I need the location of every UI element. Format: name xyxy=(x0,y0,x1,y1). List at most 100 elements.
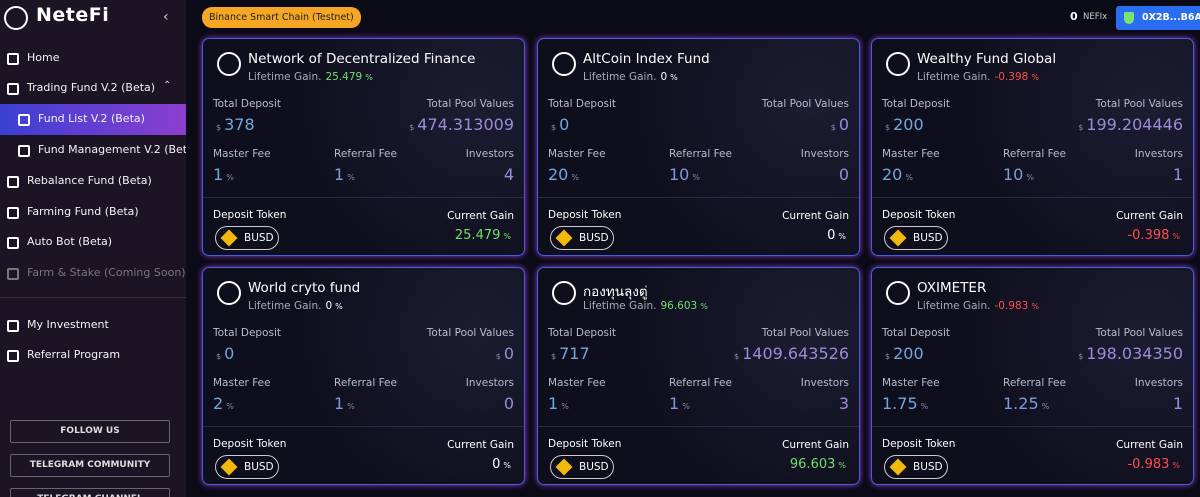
deposit-token-label: Deposit Token xyxy=(548,209,622,221)
current-gain-label: Current Gain xyxy=(1116,210,1183,222)
menu-icon xyxy=(7,320,19,332)
menu-item[interactable]: Trading Fund V.2 (Beta) xyxy=(27,81,156,94)
divider xyxy=(0,297,186,298)
lifetime-label: Lifetime Gain. xyxy=(248,71,322,83)
referral-fee-label: Referral Fee xyxy=(1003,148,1066,160)
menu-item[interactable]: Farm & Stake (Coming Soon) xyxy=(27,266,186,279)
value: 474.313009 xyxy=(417,115,514,134)
investors-label: Investors xyxy=(1134,377,1183,389)
menu-item[interactable]: Fund Management V.2 (Beta) xyxy=(38,143,186,156)
lifetime-label: Lifetime Gain. xyxy=(917,71,991,83)
menu-icon xyxy=(7,237,19,249)
menu-item[interactable]: Referral Program xyxy=(27,348,121,361)
fund-card[interactable]: World cryto fund Lifetime Gain. 0% Total De… xyxy=(202,267,525,485)
menu-icon xyxy=(7,83,19,95)
master-fee-label: Master Fee xyxy=(548,377,606,389)
fund-card[interactable]: AltCoin Index Fund Lifetime Gain. 0% Total … xyxy=(537,38,860,256)
total-pool-values-label: Total Pool Values xyxy=(426,98,514,110)
referral-fee-label: Referral Fee xyxy=(1003,377,1066,389)
value: 20 xyxy=(882,165,903,184)
divider xyxy=(538,426,859,427)
wallet-button[interactable]: 0X2B...B6A0 xyxy=(1116,6,1200,30)
currency: $ xyxy=(885,352,891,361)
token-pill: BUSD xyxy=(215,455,279,479)
fund-card[interactable]: Wealthy Fund Global Lifetime Gain. -0.398%… xyxy=(871,38,1194,256)
value: 1 xyxy=(213,165,224,184)
currency: $ xyxy=(551,123,557,132)
shield-icon xyxy=(1124,12,1134,24)
fund-icon xyxy=(886,52,910,76)
menu-item[interactable]: Fund List V.2 (Beta) xyxy=(38,112,145,125)
lifetime-gain: Lifetime Gain. 25.479% xyxy=(248,71,376,83)
investors-label: Investors xyxy=(800,148,849,160)
master-fee-value: 1% xyxy=(213,165,237,184)
value: 0 xyxy=(838,165,849,184)
fund-icon xyxy=(552,281,576,305)
balance: 0 xyxy=(1070,10,1078,23)
percent: % xyxy=(1026,173,1034,182)
currency: $ xyxy=(1078,352,1084,361)
referral-fee-label: Referral Fee xyxy=(669,148,732,160)
menu-item[interactable]: My Investment xyxy=(27,318,109,331)
master-fee-label: Master Fee xyxy=(882,148,940,160)
current-gain-value: 0% xyxy=(492,457,514,472)
fund-name: กองทุนลุงตู่ xyxy=(583,284,648,300)
value: 1 xyxy=(1172,394,1183,413)
token-pill: BUSD xyxy=(884,455,948,479)
referral-fee-value: 1.25% xyxy=(1003,394,1052,413)
percent: % xyxy=(1031,302,1039,311)
network-badge[interactable]: Binance Smart Chain (Testnet) xyxy=(202,7,361,28)
current-gain-label: Current Gain xyxy=(782,439,849,451)
fund-card[interactable]: Network of Decentralized Finance Lifetime… xyxy=(202,38,525,256)
menu-icon xyxy=(18,114,30,126)
social-button[interactable]: FOLLOW US xyxy=(10,420,170,443)
percent: % xyxy=(1172,461,1180,470)
value: 0 xyxy=(492,457,501,472)
menu-item[interactable]: Farming Fund (Beta) xyxy=(27,205,139,218)
total-pool-values-label: Total Pool Values xyxy=(761,98,849,110)
total-deposit-value: $0 xyxy=(213,344,234,363)
percent: % xyxy=(571,173,579,182)
token-pill: BUSD xyxy=(550,455,614,479)
percent: % xyxy=(1172,232,1180,241)
social-button[interactable]: TELEGRAM COMMUNITY xyxy=(10,454,170,477)
menu-item[interactable]: Auto Bot (Beta) xyxy=(27,235,113,248)
main: Binance Smart Chain (Testnet) 0 NEFIx 0X… xyxy=(186,0,1200,497)
value: 1409.643526 xyxy=(742,344,849,363)
social-button[interactable]: TELEGRAM CHANNEL xyxy=(10,488,170,497)
lifetime-gain: Lifetime Gain. -0.983% xyxy=(917,300,1042,312)
value: -0.983 xyxy=(1127,457,1170,472)
total-deposit-value: $378 xyxy=(213,115,255,134)
percent: % xyxy=(365,73,373,82)
divider xyxy=(872,197,1193,198)
investors-label: Investors xyxy=(465,148,514,160)
total-pool-values-value: $0 xyxy=(828,115,849,134)
percent: % xyxy=(1041,402,1050,411)
fund-card[interactable]: OXIMETER Lifetime Gain. -0.983% Total Depos… xyxy=(871,267,1194,485)
current-gain-value: -0.983% xyxy=(1127,457,1183,472)
active-highlight xyxy=(0,104,186,135)
total-pool-values-label: Total Pool Values xyxy=(761,327,849,339)
value: 1 xyxy=(1172,165,1183,184)
logo xyxy=(4,6,28,30)
fund-icon xyxy=(217,281,241,305)
value: 0 xyxy=(503,394,514,413)
balance-unit: NEFIx xyxy=(1083,12,1108,22)
fund-icon xyxy=(886,281,910,305)
chevron: ⌃ xyxy=(163,80,172,91)
menu-item[interactable]: Rebalance Fund (Beta) xyxy=(27,174,152,187)
value: 1.75 xyxy=(882,394,918,413)
menu-icon xyxy=(7,207,19,219)
master-fee-label: Master Fee xyxy=(882,377,940,389)
token-icon xyxy=(889,229,907,247)
token-icon xyxy=(889,458,907,476)
menu-item[interactable]: Home xyxy=(27,51,60,64)
collapse-button[interactable]: ‹ xyxy=(163,9,169,25)
current-gain-label: Current Gain xyxy=(447,439,514,451)
value: 2 xyxy=(213,394,224,413)
fund-name: Wealthy Fund Global xyxy=(917,51,1057,67)
deposit-token-label: Deposit Token xyxy=(548,438,622,450)
deposit-token-label: Deposit Token xyxy=(882,209,956,221)
fund-card[interactable]: กองทุนลุงตู่ Lifetime Gain. 96.603% Total D… xyxy=(537,267,860,485)
